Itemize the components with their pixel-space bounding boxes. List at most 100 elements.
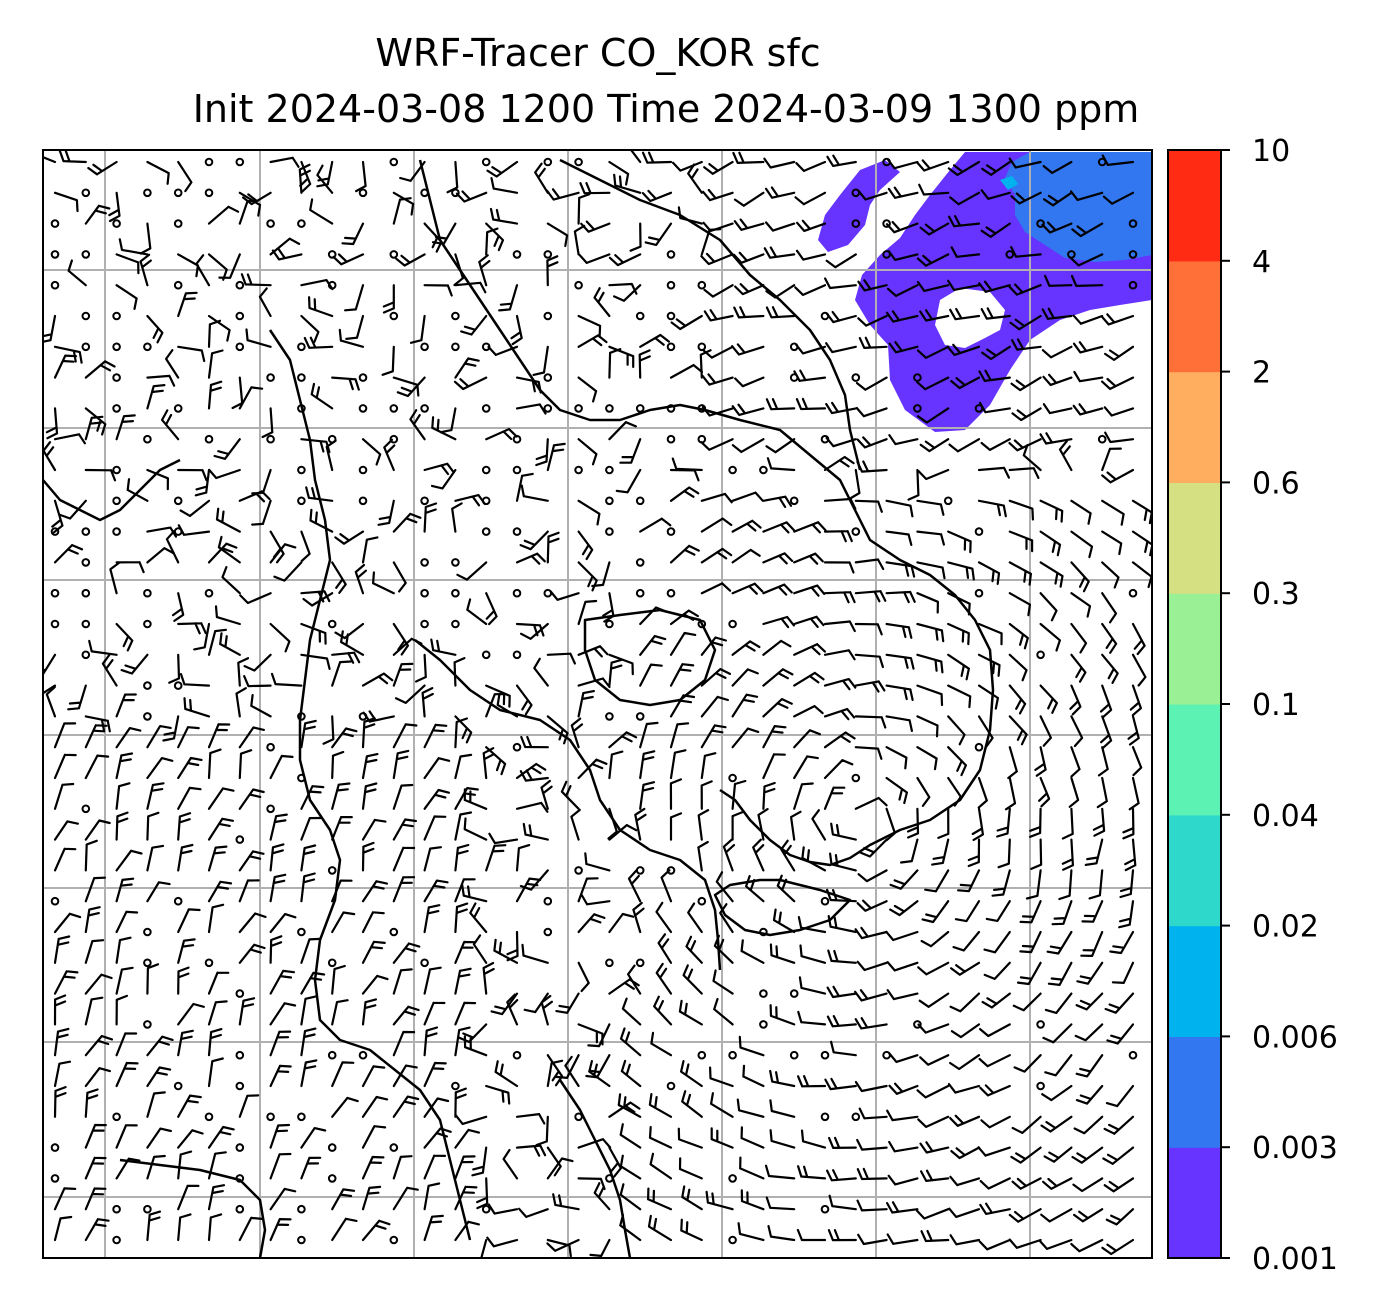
wind-barb: [949, 992, 981, 1013]
wind-barb: [218, 253, 241, 279]
coastline-west-peninsula: [268, 329, 472, 1241]
wind-barb: [392, 662, 414, 687]
wind-barb: [577, 690, 595, 718]
wind-barb: [1029, 807, 1042, 838]
wind-barb: [1008, 283, 1042, 296]
wind-barb: [916, 622, 945, 643]
calm-wind-marker: [605, 465, 614, 475]
wind-barb: [608, 750, 624, 780]
wind-barb: [710, 1127, 734, 1149]
wind-barb: [731, 438, 765, 453]
wind-barb: [593, 287, 611, 318]
calm-wind-marker: [112, 1112, 121, 1122]
coastline-central-peninsula: [414, 639, 722, 971]
wind-barb: [168, 653, 181, 684]
wind-barb: [757, 808, 769, 841]
wind-barb: [591, 561, 611, 588]
wind-barb: [546, 442, 566, 472]
wind-barb: [338, 328, 365, 348]
calm-wind-marker: [235, 835, 245, 844]
wind-barb: [84, 468, 117, 482]
wind-barb: [886, 1233, 919, 1245]
calm-wind-marker: [81, 311, 91, 321]
wind-barb: [1039, 592, 1058, 622]
wind-barb: [269, 543, 297, 564]
wind-barb: [919, 438, 950, 453]
wind-barb: [1068, 776, 1080, 808]
wind-barb: [1039, 715, 1052, 747]
wind-barb: [490, 992, 519, 1016]
wind-barb: [423, 815, 447, 841]
wind-barb: [825, 436, 857, 448]
wind-barb: [1039, 622, 1061, 652]
wind-barb: [916, 592, 939, 614]
wind-barb: [309, 198, 334, 225]
wind-barb: [1081, 900, 1104, 923]
wind-barb: [996, 807, 1011, 838]
wind-barb: [84, 1187, 107, 1211]
wind-barb: [207, 380, 223, 410]
calm-wind-marker: [481, 157, 491, 167]
calm-wind-marker: [1128, 588, 1138, 598]
wind-barb: [1072, 1177, 1104, 1193]
wind-barb: [762, 615, 795, 629]
wind-barb: [239, 592, 272, 605]
wind-barb: [1102, 191, 1135, 205]
calm-wind-marker: [481, 650, 491, 660]
wind-barb: [392, 1064, 418, 1088]
wind-barb: [1099, 684, 1113, 719]
wind-barb: [423, 788, 450, 810]
wind-barb: [518, 1207, 549, 1218]
wind-barb: [392, 1155, 413, 1180]
wind-barb: [823, 561, 855, 574]
wind-barb: [238, 997, 256, 1026]
wind-barb: [678, 1157, 703, 1180]
wind-barb: [240, 273, 272, 287]
wind-barb: [680, 1060, 703, 1088]
wind-barb: [828, 1136, 857, 1149]
wind-barb: [423, 1214, 444, 1242]
calm-wind-marker: [543, 896, 553, 906]
wind-barb: [546, 1059, 564, 1088]
wind-barb: [269, 622, 291, 653]
wind-barb: [84, 1067, 111, 1088]
wind-barb: [639, 750, 656, 780]
wind-barb: [885, 684, 914, 701]
wind-barb: [825, 401, 857, 415]
calm-wind-marker: [235, 1174, 245, 1183]
wind-barb: [381, 345, 395, 376]
wind-barb: [799, 944, 827, 964]
wind-barb: [682, 964, 703, 995]
wind-barb: [423, 284, 453, 297]
wind-barb: [146, 1035, 174, 1057]
wind-barb: [857, 279, 888, 292]
wind-barb: [780, 839, 796, 872]
calm-wind-marker: [759, 989, 768, 998]
wind-barb: [830, 1040, 857, 1057]
wind-barb: [250, 694, 272, 718]
wind-barb: [1070, 274, 1104, 287]
wind-barb: [1075, 1054, 1104, 1078]
calm-wind-marker: [512, 650, 522, 660]
wind-barb: [454, 715, 473, 744]
wind-barb: [916, 280, 950, 292]
wind-barb: [978, 1238, 1011, 1251]
wind-barb: [115, 966, 134, 995]
wind-barb: [494, 1060, 519, 1088]
calm-wind-marker: [112, 342, 121, 352]
wind-barb: [361, 717, 376, 749]
wind-barb: [207, 1028, 223, 1057]
wind-barb: [671, 160, 703, 172]
wind-barb: [344, 284, 365, 312]
calm-wind-marker: [143, 1204, 152, 1214]
calm-wind-marker: [266, 219, 275, 228]
wind-barb: [177, 1150, 193, 1180]
wind-barb: [361, 782, 378, 810]
wind-barb: [506, 993, 519, 1026]
wind-barb: [108, 191, 121, 223]
wind-barb: [331, 561, 347, 594]
calm-wind-marker: [389, 250, 399, 259]
wind-barb: [1039, 561, 1064, 588]
wind-barb: [270, 672, 303, 687]
wind-barb: [680, 1218, 703, 1242]
